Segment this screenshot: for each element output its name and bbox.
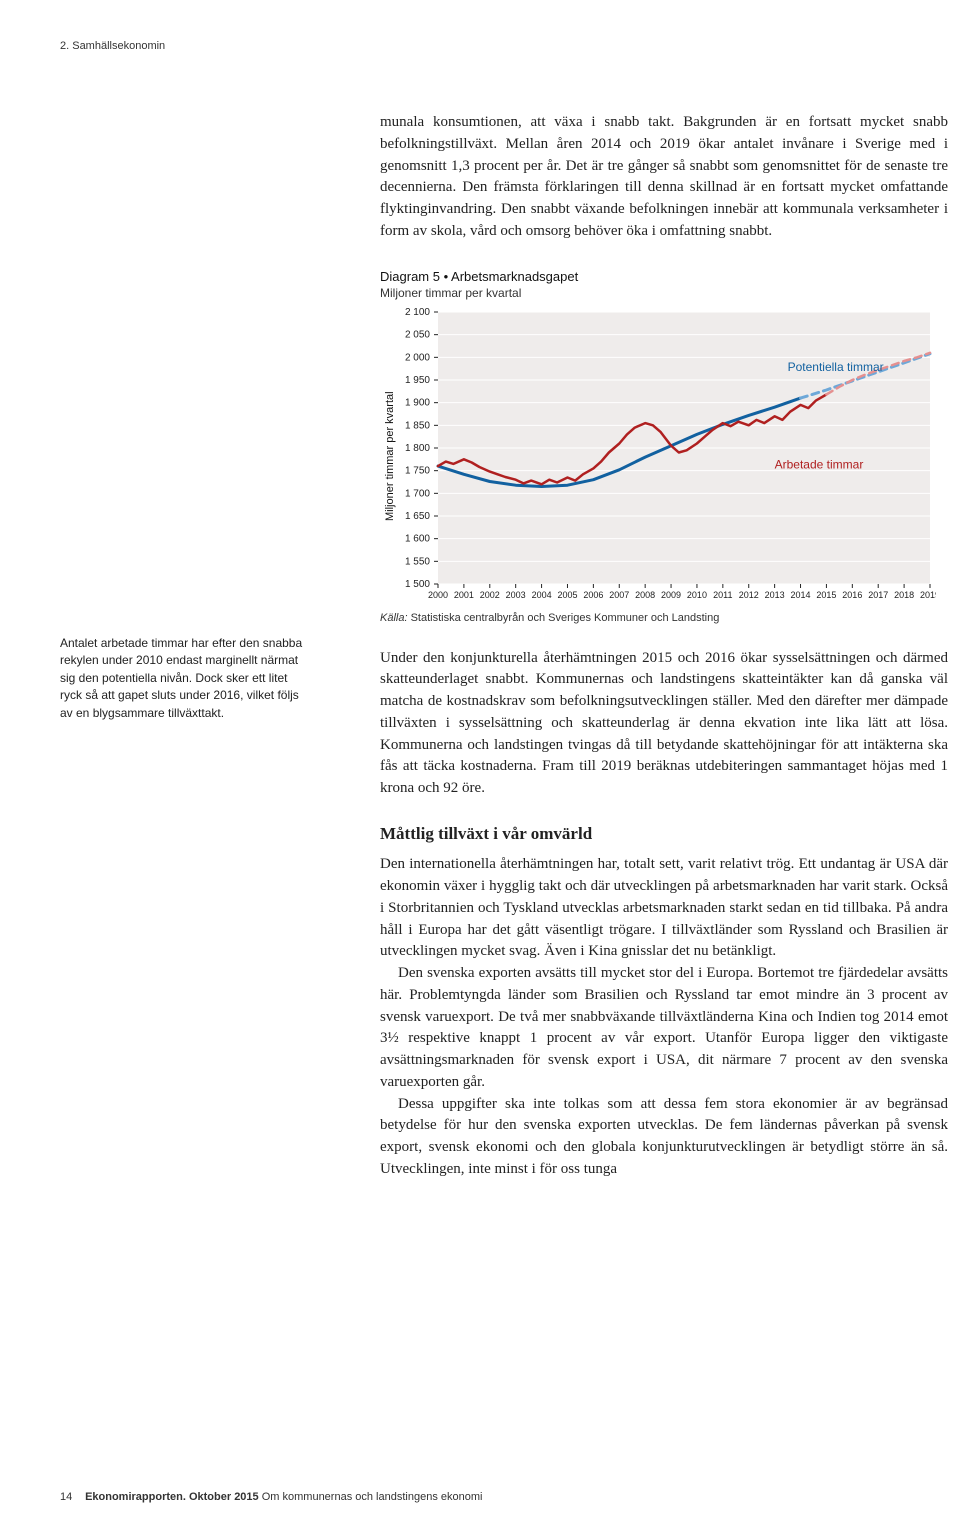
svg-text:2018: 2018 [894, 590, 914, 600]
page-number: 14 [60, 1491, 82, 1503]
svg-text:2015: 2015 [816, 590, 836, 600]
svg-text:1 500: 1 500 [405, 579, 430, 590]
svg-text:Potentiella timmar: Potentiella timmar [788, 359, 884, 373]
page-footer: 14 Ekonomirapporten. Oktober 2015 Om kom… [60, 1491, 482, 1503]
chart-title-text: Arbetsmarknadsgapet [451, 269, 578, 284]
svg-text:2001: 2001 [454, 590, 474, 600]
svg-text:1 600: 1 600 [405, 533, 430, 544]
svg-text:2013: 2013 [765, 590, 785, 600]
svg-text:1 850: 1 850 [405, 420, 430, 431]
chart-title-prefix: Diagram 5 [380, 269, 440, 284]
svg-text:2014: 2014 [791, 590, 811, 600]
svg-text:2016: 2016 [842, 590, 862, 600]
footer-title: Ekonomirapporten. Oktober 2015 [85, 1491, 259, 1503]
svg-text:2 000: 2 000 [405, 352, 430, 363]
svg-text:2005: 2005 [557, 590, 577, 600]
svg-text:2011: 2011 [713, 590, 732, 600]
svg-text:1 650: 1 650 [405, 511, 430, 522]
labor-market-gap-chart: 2 100 2 050 2 000 1 950 1 900 1 850 1 800 1 750… [396, 306, 936, 606]
svg-text:2007: 2007 [609, 590, 629, 600]
svg-text:2012: 2012 [739, 590, 759, 600]
svg-text:1 550: 1 550 [405, 556, 430, 567]
chart-source: Källa: Statistiska centralbyrån och Sver… [380, 612, 948, 624]
chart-title: Diagram 5 • Arbetsmarknadsgapet [380, 269, 948, 284]
para-after-chart: Under den konjunkturella återhämtningen … [380, 648, 948, 800]
svg-text:2017: 2017 [868, 590, 888, 600]
svg-text:1 950: 1 950 [405, 375, 430, 386]
para-world-1: Den internationella återhämtningen har, … [380, 854, 948, 963]
chart-title-dot: • [440, 269, 451, 284]
chart-source-text: Statistiska centralbyrån och Sveriges Ko… [408, 612, 720, 624]
svg-text:2019: 2019 [920, 590, 936, 600]
svg-text:2009: 2009 [661, 590, 681, 600]
svg-text:2004: 2004 [532, 590, 552, 600]
svg-text:2006: 2006 [583, 590, 603, 600]
svg-text:2002: 2002 [480, 590, 500, 600]
svg-text:2000: 2000 [428, 590, 448, 600]
chart-y-axis-label: Miljoner timmar per kvartal [380, 306, 396, 606]
para-world-2: Den svenska exporten avsätts till mycket… [380, 963, 948, 1094]
para-world-3: Dessa uppgifter ska inte tolkas som att … [380, 1094, 948, 1181]
chart-subtitle: Miljoner timmar per kvartal [380, 286, 948, 300]
svg-text:2010: 2010 [687, 590, 707, 600]
running-head: 2. Samhällsekonomin [60, 40, 900, 52]
intro-paragraph: munala konsumtionen, att växa i snabb ta… [380, 112, 948, 243]
svg-text:1 800: 1 800 [405, 443, 430, 454]
heading-world-growth: Måttlig tillväxt i vår omvärld [380, 822, 948, 847]
svg-text:2008: 2008 [635, 590, 655, 600]
svg-text:2 100: 2 100 [405, 307, 430, 318]
svg-text:1 750: 1 750 [405, 465, 430, 476]
svg-text:2003: 2003 [506, 590, 526, 600]
svg-text:1 900: 1 900 [405, 397, 430, 408]
svg-text:2 050: 2 050 [405, 329, 430, 340]
margin-note: Antalet arbetade timmar har efter den sn… [60, 635, 305, 722]
footer-rest: Om kommunernas och landstingens ekonomi [259, 1491, 483, 1503]
svg-text:1 700: 1 700 [405, 488, 430, 499]
chart-source-prefix: Källa: [380, 612, 408, 624]
svg-text:Arbetade timmar: Arbetade timmar [775, 457, 864, 471]
chart-block: Diagram 5 • Arbetsmarknadsgapet Miljoner… [380, 269, 948, 624]
